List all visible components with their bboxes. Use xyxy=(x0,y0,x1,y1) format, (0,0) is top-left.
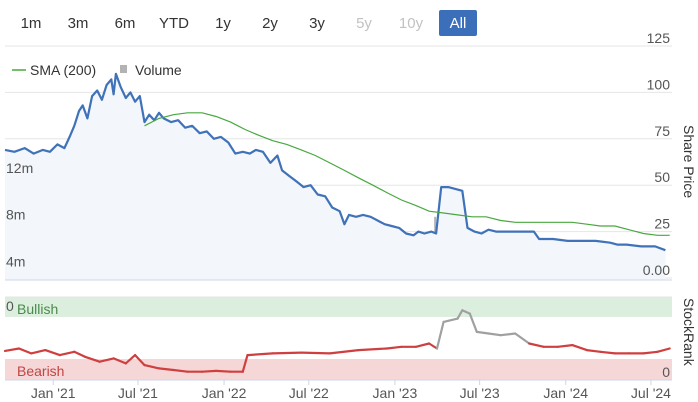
price-area-fill xyxy=(5,73,666,280)
stockrank-line-segment[interactable] xyxy=(30,349,47,355)
x-tick-label: Jul '23 xyxy=(460,385,500,401)
stockrank-line-segment[interactable] xyxy=(215,369,232,373)
stockrank-line-segment[interactable] xyxy=(134,354,146,367)
axes: 125 100 75 50 25 0.00 12m 8m 4m 0 Jan '21 Jul '21 Ja… xyxy=(5,30,672,401)
volume-tick-label: 0 xyxy=(6,298,14,314)
stockrank-line-segment[interactable] xyxy=(414,342,431,348)
stockrank-line-segment[interactable] xyxy=(3,347,21,352)
x-tick-label: Jan '23 xyxy=(373,385,418,401)
stockrank-line-segment[interactable] xyxy=(528,342,545,348)
bearish-band xyxy=(5,359,672,380)
stockrank-line-segment[interactable] xyxy=(246,352,274,357)
stockrank-line-segment[interactable] xyxy=(428,342,439,350)
x-tick-label: Jul '24 xyxy=(631,385,671,401)
stockrank-line-segment[interactable] xyxy=(271,351,303,355)
range-button-2y[interactable]: 2y xyxy=(262,14,278,32)
stockrank-line-segment[interactable] xyxy=(58,350,76,357)
stockrank-line-segment[interactable] xyxy=(300,351,331,355)
stockrank-panel: Bullish Bearish 0 xyxy=(3,296,672,381)
x-tick-label: Jan '22 xyxy=(202,385,247,401)
stockrank-line-segment[interactable] xyxy=(73,350,87,358)
stockrank-line-segment[interactable] xyxy=(514,332,531,345)
stockrank-line-segment[interactable] xyxy=(656,347,671,353)
range-button-ytd[interactable]: YTD xyxy=(159,14,189,32)
share-price-axis-title: Share Price xyxy=(681,125,697,198)
stockrank-line-segment[interactable] xyxy=(385,345,403,350)
stockrank-line-segment[interactable] xyxy=(201,369,218,373)
range-button-3m[interactable]: 3m xyxy=(67,14,89,32)
stockrank-line-segment[interactable] xyxy=(642,350,659,355)
stockrank-line-segment[interactable] xyxy=(435,320,445,350)
legend: SMA (200) Volume xyxy=(12,62,182,78)
stockrank-line-segment[interactable] xyxy=(241,354,249,373)
range-button-3y[interactable]: 3y xyxy=(309,14,325,32)
stockrank-line-segment[interactable] xyxy=(499,332,517,337)
stockrank-line-segment[interactable] xyxy=(124,354,137,365)
range-button-10y: 10y xyxy=(398,14,424,32)
x-tick-label: Jul '22 xyxy=(289,385,329,401)
volume-legend-swatch xyxy=(120,65,127,73)
x-tick-label: Jan '24 xyxy=(543,385,588,401)
x-tick-label: Jul '21 xyxy=(118,385,158,401)
sma-legend-label[interactable]: SMA (200) xyxy=(30,62,96,78)
stockrank-line-segment[interactable] xyxy=(112,357,127,365)
stockrank-line-segment[interactable] xyxy=(143,364,161,370)
price-tick-label: 125 xyxy=(647,30,671,46)
stockrank-line-segment[interactable] xyxy=(456,309,464,320)
range-button-all[interactable]: All xyxy=(439,10,477,36)
price-tick-label: 25 xyxy=(654,216,670,232)
range-button-1y[interactable]: 1y xyxy=(215,14,231,32)
sma-line[interactable] xyxy=(144,112,670,236)
stockrank-line-segment[interactable] xyxy=(357,347,388,352)
stockrank-line-segment[interactable] xyxy=(461,309,471,315)
range-button-1m[interactable]: 1m xyxy=(20,14,42,32)
bullish-band xyxy=(5,297,672,317)
range-button-5y: 5y xyxy=(356,14,372,32)
stockrank-line-segment[interactable] xyxy=(442,317,459,323)
price-tick-label: 50 xyxy=(654,169,670,185)
bearish-label: Bearish xyxy=(17,363,64,379)
stockrank-line-segment[interactable] xyxy=(556,344,574,348)
stockrank-tick-label: 0 xyxy=(662,364,670,380)
price-tick-label: 75 xyxy=(654,123,670,139)
volume-tick-label: 4m xyxy=(6,253,25,269)
stockrank-line-segment[interactable] xyxy=(571,344,588,352)
stockrank-line-segment[interactable] xyxy=(328,349,360,355)
price-tick-label: 100 xyxy=(647,76,671,92)
range-selector: 1m 3m 6m YTD 1y 2y 3y 5y 10y All xyxy=(12,9,486,37)
stockrank-line-segment[interactable] xyxy=(475,330,490,335)
stockrank-axis-title: StockRank xyxy=(681,298,697,367)
stockrank-line-segment[interactable] xyxy=(157,367,175,372)
stockrank-line-segment[interactable] xyxy=(17,347,33,355)
x-tick-label: Jan '21 xyxy=(31,385,76,401)
stockrank-line-segment[interactable] xyxy=(599,350,617,355)
stockrank-line-segment[interactable] xyxy=(44,349,61,357)
stockrank-line-segment[interactable] xyxy=(172,368,189,373)
stockrank-line-segment[interactable] xyxy=(468,312,478,333)
volume-tick-label: 12m xyxy=(6,160,33,176)
stockrank-line-segment[interactable] xyxy=(487,332,502,337)
price-tick-label: 0.00 xyxy=(643,262,670,278)
price-series xyxy=(4,72,666,280)
price-line[interactable] xyxy=(4,72,666,252)
bullish-label: Bullish xyxy=(17,301,58,317)
stockrank-line-segment[interactable] xyxy=(98,357,115,363)
stockrank-line-segment[interactable] xyxy=(585,349,602,353)
stockrank-line-segment[interactable] xyxy=(83,355,101,363)
volume-tick-label: 8m xyxy=(6,207,25,223)
range-button-6m[interactable]: 6m xyxy=(114,14,136,32)
volume-legend-label[interactable]: Volume xyxy=(135,62,182,78)
sma-series xyxy=(144,112,670,236)
